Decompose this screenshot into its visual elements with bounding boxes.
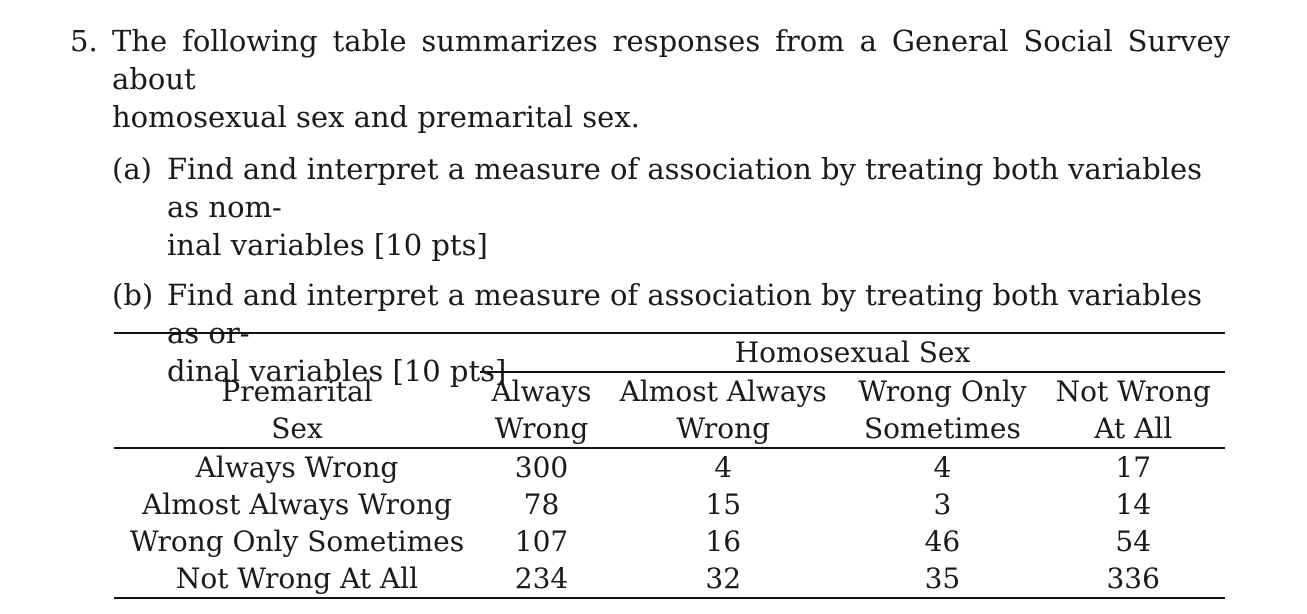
table-cell: 3: [933, 488, 952, 521]
column-header-4-line2: At All: [1041, 410, 1225, 449]
table-row: Always Wrong 300 4 4 17: [114, 448, 1225, 486]
column-header-3-line1: Wrong Only: [858, 375, 1027, 408]
table-row: Not Wrong At All 234 32 35 336: [114, 560, 1225, 599]
column-group-header: Homosexual Sex: [480, 333, 1225, 373]
table-cell: 14: [1115, 488, 1152, 521]
table-cell: 46: [924, 525, 961, 558]
table-cell: 54: [1115, 525, 1152, 558]
table-cell: 17: [1115, 451, 1152, 484]
table-header-row-2: Sex Wrong Wrong Sometimes At All: [114, 410, 1225, 449]
row-label: Wrong Only Sometimes: [129, 525, 465, 558]
part-a-label: (a): [112, 152, 152, 186]
part-b-label: (b): [112, 278, 154, 312]
problem-statement-line1: The following table summarizes responses…: [112, 24, 1230, 96]
table-row: Wrong Only Sometimes 107 16 46 54: [114, 523, 1225, 560]
row-label: Always Wrong: [195, 451, 399, 484]
contingency-table: Homosexual Sex Premarital Always Almost …: [114, 332, 1225, 599]
row-label: Not Wrong At All: [114, 560, 480, 599]
column-header-1-line2: Wrong: [480, 410, 603, 449]
column-header-3-line2: Sometimes: [843, 410, 1042, 449]
table-cell: 78: [523, 488, 560, 521]
problem-5: 5. The following table summarizes respon…: [70, 22, 1230, 402]
table-header-group-row: Homosexual Sex: [114, 333, 1225, 373]
table-cell: 16: [705, 525, 742, 558]
column-header-1-line1: Always: [491, 375, 592, 408]
table-cell: 15: [705, 488, 742, 521]
part-b: (b) Find and interpret a measure of asso…: [112, 276, 1230, 390]
row-header-line1: Premarital: [221, 374, 373, 408]
column-header-2-line1: Almost Always: [619, 375, 827, 408]
part-a-text: Find and interpret a measure of associat…: [167, 150, 1230, 264]
column-header-2-line2: Wrong: [602, 410, 844, 449]
table-cell: 300: [514, 451, 569, 484]
part-b-line1: Find and interpret a measure of associat…: [167, 278, 1203, 350]
problem-statement: The following table summarizes responses…: [112, 22, 1230, 136]
row-label: Almost Always Wrong: [142, 488, 452, 521]
column-header-4-line1: Not Wrong: [1055, 375, 1211, 408]
row-header-line2: Sex: [114, 410, 480, 449]
table-header-row-1: Premarital Always Almost Always Wrong On…: [114, 372, 1225, 410]
part-a-line2: inal variables [10 pts]: [167, 228, 488, 262]
part-b-text: Find and interpret a measure of associat…: [167, 276, 1230, 390]
table-cell: 35: [843, 560, 1042, 599]
table-row: Almost Always Wrong 78 15 3 14: [114, 486, 1225, 523]
table-cell: 107: [514, 525, 569, 558]
row-header-spacer: [114, 333, 480, 372]
part-a-line1: Find and interpret a measure of associat…: [167, 152, 1203, 224]
part-a: (a) Find and interpret a measure of asso…: [112, 150, 1230, 264]
table-cell: 4: [714, 451, 733, 484]
table-cell: 32: [602, 560, 844, 599]
problem-statement-line2: homosexual sex and premarital sex.: [112, 100, 640, 134]
table-cell: 336: [1041, 560, 1225, 599]
table-cell: 234: [480, 560, 603, 599]
part-b-line2: dinal variables [10 pts]: [167, 354, 507, 388]
table-cell: 4: [933, 451, 952, 484]
contingency-table-wrapper: Homosexual Sex Premarital Always Almost …: [114, 332, 1225, 599]
problem-parts: (a) Find and interpret a measure of asso…: [112, 150, 1230, 390]
problem-number: 5.: [70, 24, 98, 58]
